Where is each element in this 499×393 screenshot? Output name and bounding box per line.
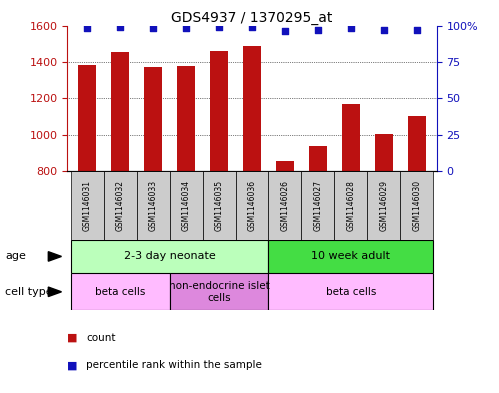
- Text: non-endocrine islet
cells: non-endocrine islet cells: [169, 281, 269, 303]
- Bar: [177, 66, 195, 171]
- Text: GSM1146027: GSM1146027: [313, 180, 322, 231]
- Text: 10 week adult: 10 week adult: [311, 252, 390, 261]
- Bar: [400, 171, 433, 240]
- Bar: [144, 67, 162, 171]
- Bar: [236, 171, 268, 240]
- Bar: [71, 240, 268, 273]
- Point: [413, 27, 421, 33]
- Bar: [268, 273, 433, 310]
- Point: [149, 25, 157, 31]
- Text: GSM1146033: GSM1146033: [149, 180, 158, 231]
- Text: ■: ■: [67, 333, 78, 343]
- Bar: [268, 240, 433, 273]
- Bar: [276, 161, 294, 171]
- Text: cell type: cell type: [5, 287, 52, 297]
- Text: GSM1146036: GSM1146036: [248, 180, 256, 231]
- Text: GSM1146035: GSM1146035: [215, 180, 224, 231]
- Bar: [78, 64, 96, 171]
- Point: [83, 25, 91, 31]
- Text: GSM1146031: GSM1146031: [83, 180, 92, 231]
- Title: GDS4937 / 1370295_at: GDS4937 / 1370295_at: [171, 11, 333, 24]
- Point: [281, 28, 289, 35]
- Bar: [137, 171, 170, 240]
- Point: [182, 25, 190, 31]
- Bar: [203, 171, 236, 240]
- Text: ■: ■: [67, 360, 78, 371]
- Point: [116, 24, 124, 30]
- Bar: [268, 171, 301, 240]
- Bar: [104, 171, 137, 240]
- Text: GSM1146032: GSM1146032: [116, 180, 125, 231]
- Text: beta cells: beta cells: [95, 287, 145, 297]
- Bar: [334, 171, 367, 240]
- Bar: [71, 273, 170, 310]
- Bar: [243, 46, 261, 171]
- Bar: [342, 104, 360, 171]
- Bar: [170, 171, 203, 240]
- Text: beta cells: beta cells: [326, 287, 376, 297]
- Point: [347, 25, 355, 31]
- Point: [215, 24, 223, 30]
- Text: age: age: [5, 252, 26, 261]
- Bar: [111, 52, 129, 171]
- Bar: [210, 51, 228, 171]
- Bar: [367, 171, 400, 240]
- Bar: [375, 134, 393, 171]
- Text: 2-3 day neonate: 2-3 day neonate: [124, 252, 216, 261]
- Text: count: count: [86, 333, 116, 343]
- Text: GSM1146028: GSM1146028: [346, 180, 355, 231]
- Text: GSM1146030: GSM1146030: [412, 180, 421, 231]
- Text: GSM1146029: GSM1146029: [379, 180, 388, 231]
- Point: [380, 27, 388, 33]
- Point: [314, 27, 322, 33]
- Bar: [408, 116, 426, 171]
- Bar: [309, 145, 327, 171]
- Bar: [301, 171, 334, 240]
- Bar: [170, 273, 268, 310]
- Text: GSM1146034: GSM1146034: [182, 180, 191, 231]
- Bar: [71, 171, 104, 240]
- Point: [248, 24, 256, 30]
- Text: percentile rank within the sample: percentile rank within the sample: [86, 360, 262, 371]
- Text: GSM1146026: GSM1146026: [280, 180, 289, 231]
